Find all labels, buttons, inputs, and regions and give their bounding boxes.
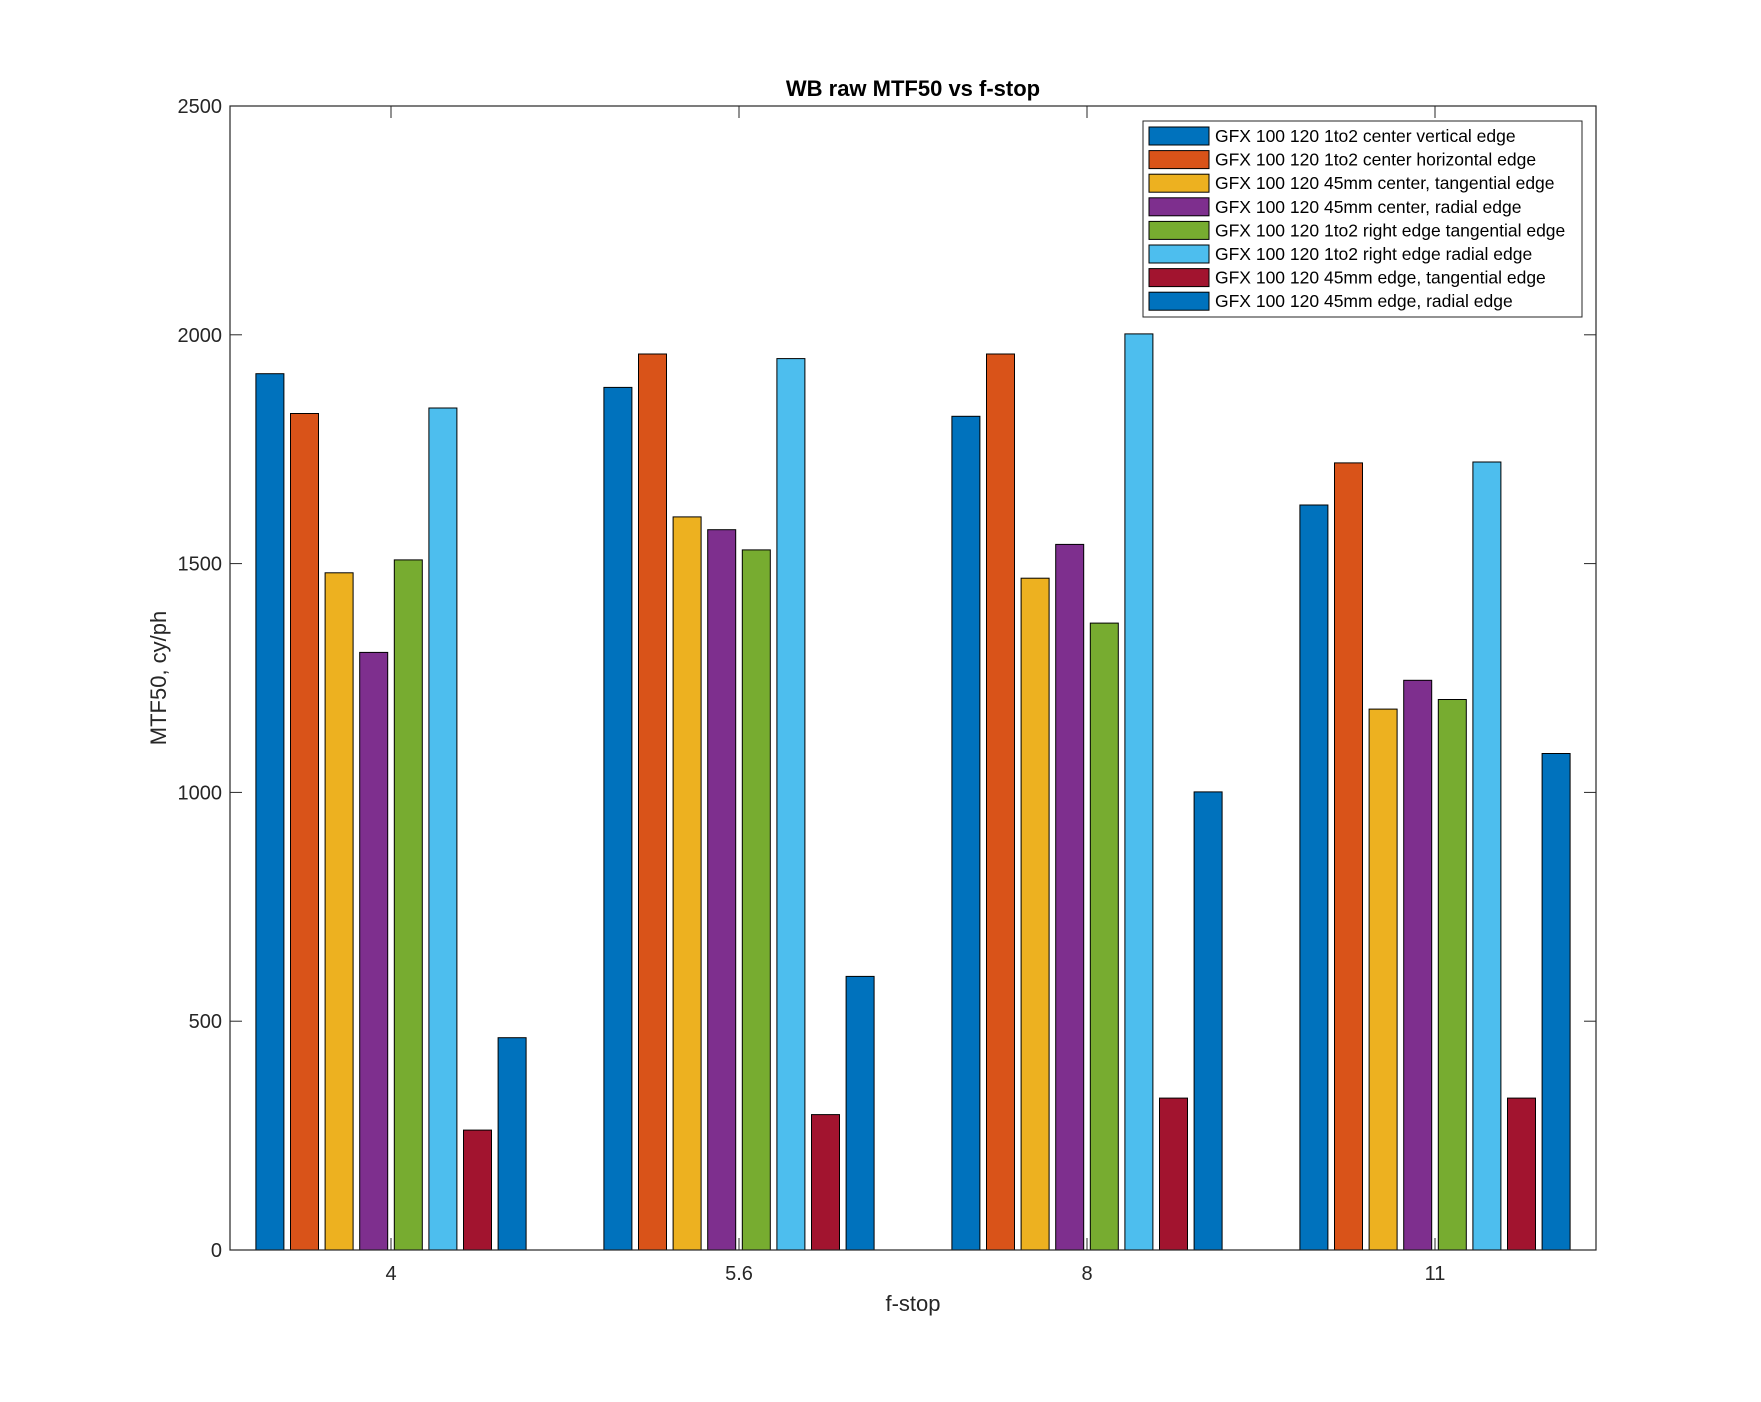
chart-title: WB raw MTF50 vs f-stop xyxy=(786,76,1040,101)
bar-series-4-cat-3 xyxy=(1055,543,1085,1251)
bar-series-4-cat-1 xyxy=(359,651,389,1251)
ticks-group: 0 500 1000 1500 2000 2500 4 5.6 8 11 xyxy=(178,96,1596,1285)
y-tick-label: 2000 xyxy=(178,325,223,347)
legend-swatch-8 xyxy=(1148,291,1210,311)
legend-label-4: GFX 100 120 45mm center, radial edge xyxy=(1215,197,1521,217)
bars-group xyxy=(255,333,1571,1251)
x-tick-label: 8 xyxy=(1081,1263,1092,1285)
plot-area-frame xyxy=(229,105,1597,1251)
bar-series-1-cat-3 xyxy=(951,415,981,1251)
legend-swatch-3 xyxy=(1148,173,1210,193)
y-tick-label: 500 xyxy=(189,1011,222,1033)
bar-series-5-cat-3 xyxy=(1089,622,1119,1251)
bar-series-4-cat-2 xyxy=(707,529,737,1251)
bar-series-1-cat-2 xyxy=(603,386,633,1251)
legend-label-3: GFX 100 120 45mm center, tangential edge xyxy=(1215,173,1555,193)
y-tick-label: 0 xyxy=(211,1240,222,1262)
bar-series-5-cat-4 xyxy=(1437,699,1467,1251)
y-tick-label: 2500 xyxy=(178,96,223,118)
bar-series-5-cat-1 xyxy=(393,559,423,1251)
legend-swatch-5 xyxy=(1148,220,1210,240)
bar-series-8-cat-2 xyxy=(845,975,875,1251)
bar-series-4-cat-4 xyxy=(1403,679,1433,1251)
legend-swatch-4 xyxy=(1148,197,1210,217)
bar-series-7-cat-3 xyxy=(1159,1097,1188,1251)
bar-series-1-cat-4 xyxy=(1299,504,1329,1251)
x-tick-label: 11 xyxy=(1425,1263,1446,1285)
bar-series-3-cat-2 xyxy=(672,516,702,1251)
bar-series-2-cat-2 xyxy=(638,353,667,1251)
bar-series-6-cat-1 xyxy=(428,407,458,1251)
y-tick-label: 1500 xyxy=(178,554,223,576)
legend-swatch-6 xyxy=(1148,244,1210,264)
bar-series-6-cat-2 xyxy=(776,358,806,1251)
bar-series-6-cat-4 xyxy=(1472,461,1502,1251)
x-tick-label: 4 xyxy=(385,1263,396,1285)
legend: GFX 100 120 1to2 center vertical edge GFX… xyxy=(1142,120,1583,318)
bar-series-1-cat-1 xyxy=(255,373,285,1251)
bar-series-2-cat-4 xyxy=(1334,462,1363,1251)
x-axis-label: f-stop xyxy=(885,1291,940,1316)
legend-label-2: GFX 100 120 1to2 center horizontal edge xyxy=(1215,150,1536,170)
bar-series-3-cat-4 xyxy=(1368,708,1398,1251)
legend-box xyxy=(1142,120,1583,318)
legend-swatch-1 xyxy=(1148,126,1210,146)
legend-label-5: GFX 100 120 1to2 right edge tangential e… xyxy=(1215,220,1565,240)
legend-label-6: GFX 100 120 1to2 right edge radial edge xyxy=(1215,244,1532,264)
legend-swatch-7 xyxy=(1148,268,1210,288)
y-tick-label: 1000 xyxy=(178,782,223,804)
bar-series-8-cat-3 xyxy=(1193,791,1223,1251)
legend-label-1: GFX 100 120 1to2 center vertical edge xyxy=(1215,126,1516,146)
bar-series-2-cat-3 xyxy=(986,353,1015,1251)
bar-series-3-cat-1 xyxy=(324,572,354,1251)
legend-swatch-2 xyxy=(1148,150,1210,170)
bar-series-8-cat-1 xyxy=(497,1037,527,1251)
bar-series-7-cat-4 xyxy=(1507,1097,1536,1251)
bar-series-7-cat-1 xyxy=(463,1129,492,1251)
bar-series-7-cat-2 xyxy=(811,1114,840,1251)
bar-series-6-cat-3 xyxy=(1124,333,1154,1251)
legend-label-7: GFX 100 120 45mm edge, tangential edge xyxy=(1215,268,1546,288)
x-tick-label: 5.6 xyxy=(725,1263,753,1285)
bar-series-8-cat-4 xyxy=(1541,753,1571,1251)
y-axis-label: MTF50, cy/ph xyxy=(146,611,171,745)
bar-series-3-cat-3 xyxy=(1020,577,1050,1251)
legend-label-8: GFX 100 120 45mm edge, radial edge xyxy=(1215,291,1513,311)
bar-series-2-cat-1 xyxy=(290,413,319,1251)
bar-series-5-cat-2 xyxy=(741,549,771,1251)
